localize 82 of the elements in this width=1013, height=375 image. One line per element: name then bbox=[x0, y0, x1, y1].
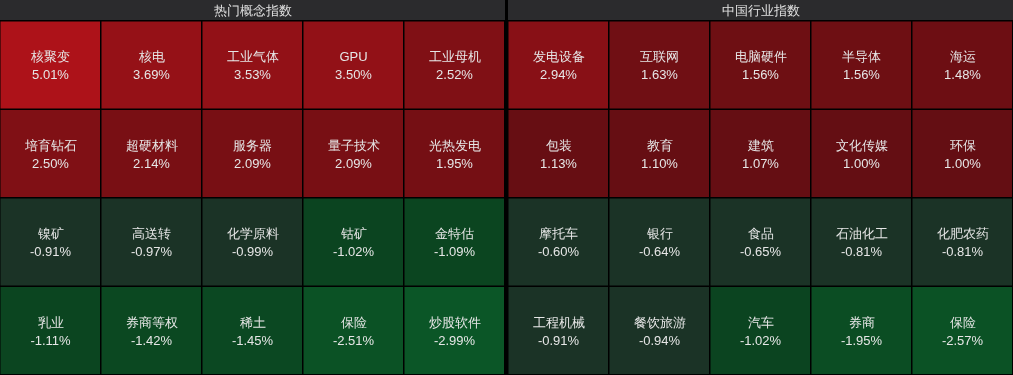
data-label: -0.91% bbox=[29, 244, 72, 260]
data-label: -0.64% bbox=[638, 244, 681, 260]
category-label: 工业母机 bbox=[428, 49, 481, 65]
data-label: -1.42% bbox=[130, 332, 173, 348]
data-label: -1.95% bbox=[840, 332, 883, 348]
category-label: 超硬材料 bbox=[125, 137, 178, 153]
data-label: 1.48% bbox=[944, 67, 982, 83]
category-label: 服务器 bbox=[233, 137, 272, 153]
category-label: 工程机械 bbox=[532, 314, 585, 330]
data-label: 2.94% bbox=[540, 67, 578, 83]
category-label: 高送转 bbox=[132, 226, 171, 242]
category-label: 钴矿 bbox=[339, 226, 367, 242]
data-label: -2.57% bbox=[941, 332, 984, 348]
data-label: -0.60% bbox=[537, 244, 580, 260]
data-label: 3.50% bbox=[335, 67, 373, 83]
category-label: 互联网 bbox=[640, 49, 679, 65]
category-label: 环保 bbox=[949, 137, 976, 153]
data-label: 1.56% bbox=[843, 67, 881, 83]
category-label: 海运 bbox=[949, 49, 976, 65]
data-label: 1.00% bbox=[944, 155, 982, 171]
category-label: 食品 bbox=[747, 226, 774, 242]
data-label: -0.81% bbox=[840, 244, 883, 260]
category-label: 券商 bbox=[848, 314, 875, 330]
category-label: 保险 bbox=[949, 314, 976, 330]
category-label: 化学原料 bbox=[226, 226, 279, 242]
category-label: 汽车 bbox=[747, 314, 774, 330]
category-label: 核电 bbox=[137, 49, 165, 65]
category-label: 发电设备 bbox=[532, 49, 585, 65]
data-label: 2.50% bbox=[32, 155, 70, 171]
category-label: 券商等权 bbox=[125, 314, 178, 330]
data-label: 1.00% bbox=[843, 155, 881, 171]
data-label: 1.95% bbox=[436, 155, 474, 171]
data-label: 5.01% bbox=[32, 67, 70, 83]
data-label: 2.14% bbox=[133, 155, 171, 171]
data-label: -0.97% bbox=[130, 244, 173, 260]
category-label: 核聚变 bbox=[30, 49, 70, 65]
category-label: 摩托车 bbox=[539, 226, 578, 242]
data-label: 1.63% bbox=[641, 67, 679, 83]
data-label: -1.02% bbox=[739, 332, 782, 348]
category-label: 镍矿 bbox=[36, 226, 64, 242]
category-label: 培育钻石 bbox=[23, 137, 77, 153]
data-label: -0.94% bbox=[638, 332, 681, 348]
category-label: 半导体 bbox=[842, 49, 881, 65]
data-label: -0.91% bbox=[537, 332, 580, 348]
category-label: 银行 bbox=[645, 226, 673, 242]
data-label: 1.13% bbox=[540, 155, 578, 171]
data-label: -0.65% bbox=[739, 244, 782, 260]
category-label: 光热发电 bbox=[428, 137, 481, 153]
data-label: 2.52% bbox=[436, 67, 474, 83]
category-label: 工业气体 bbox=[226, 49, 279, 65]
category-label: 石油化工 bbox=[835, 226, 888, 242]
category-label: 餐饮旅游 bbox=[633, 314, 686, 330]
category-label: GPU bbox=[339, 49, 368, 65]
category-label: 教育 bbox=[646, 137, 673, 153]
data-label: -1.09% bbox=[433, 244, 476, 260]
data-label: 2.09% bbox=[335, 155, 373, 171]
data-label: 1.07% bbox=[742, 155, 780, 171]
data-label: -1.11% bbox=[30, 332, 72, 348]
data-label: -0.81% bbox=[941, 244, 984, 260]
text: 中国行业指数 bbox=[721, 3, 800, 18]
category-label: 炒股软件 bbox=[428, 314, 481, 330]
data-label: -2.99% bbox=[433, 332, 476, 348]
category-label: 电脑硬件 bbox=[734, 49, 787, 65]
text: 热门概念指数 bbox=[213, 3, 292, 18]
category-label: 稀土 bbox=[239, 314, 266, 330]
data-label: 1.56% bbox=[742, 67, 780, 83]
data-label: 3.53% bbox=[234, 67, 272, 83]
category-label: 建筑 bbox=[746, 137, 774, 153]
category-label: 包装 bbox=[545, 137, 572, 153]
category-label: 乳业 bbox=[37, 314, 64, 330]
data-label: 2.09% bbox=[234, 155, 272, 171]
data-label: -1.45% bbox=[231, 332, 274, 348]
data-label: 3.69% bbox=[133, 67, 171, 83]
category-label: 化肥农药 bbox=[936, 226, 989, 242]
data-label: -0.99% bbox=[231, 244, 274, 260]
data-label: -2.51% bbox=[332, 332, 375, 348]
data-label: 1.10% bbox=[641, 155, 679, 171]
category-label: 金特估 bbox=[435, 226, 474, 242]
category-label: 保险 bbox=[340, 314, 367, 330]
category-label: 量子技术 bbox=[327, 137, 380, 153]
data-label: -1.02% bbox=[332, 244, 375, 260]
category-label: 文化传媒 bbox=[835, 137, 888, 153]
